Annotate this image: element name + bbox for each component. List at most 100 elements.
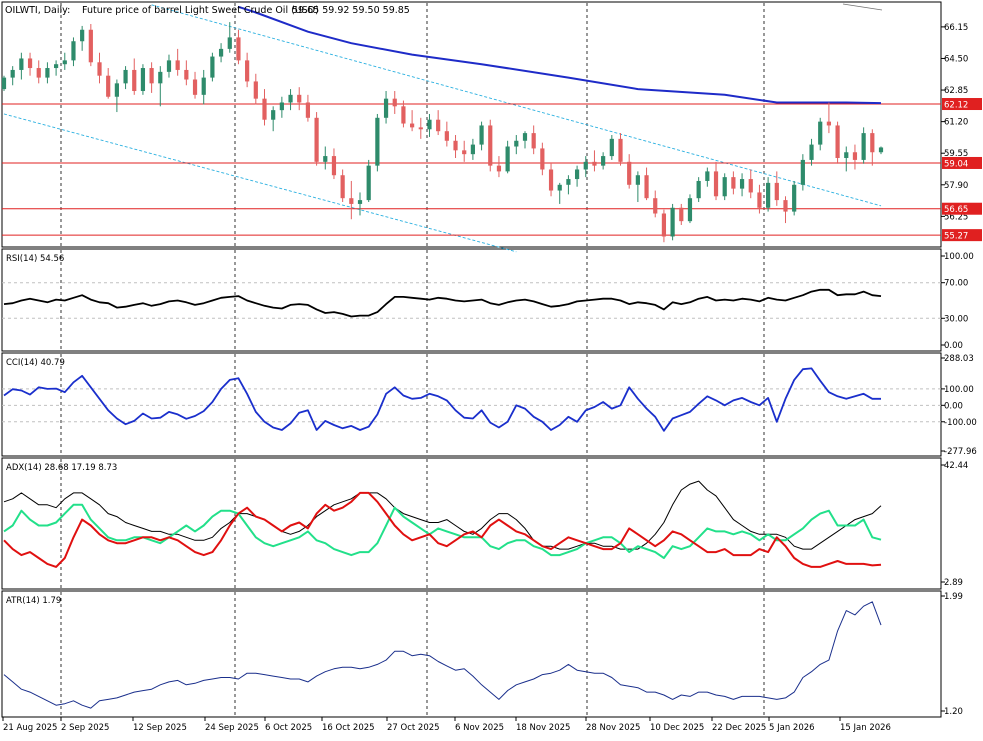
candle-body <box>245 60 250 82</box>
candle <box>488 119 493 172</box>
candle <box>201 69 206 105</box>
candle-body <box>236 37 241 61</box>
time-axis-label: 2 Sep 2025 <box>61 723 109 733</box>
candle <box>592 150 597 172</box>
candle-body <box>132 69 137 92</box>
candle <box>861 127 866 164</box>
candle <box>401 100 406 128</box>
candle <box>566 175 571 195</box>
candle <box>297 87 302 111</box>
candle <box>601 152 606 170</box>
atr-series-line-0 <box>3 601 882 709</box>
candle-body <box>210 56 215 78</box>
candle <box>609 135 614 160</box>
candle <box>766 177 771 212</box>
candle-body <box>62 60 67 65</box>
candle-body <box>462 150 467 155</box>
candle-body <box>818 121 823 145</box>
candle <box>826 102 832 134</box>
atr-axis-label: 1.20 <box>944 707 963 717</box>
candle-body <box>36 68 41 78</box>
pane-border-3 <box>1 457 942 590</box>
candle-body <box>496 165 502 172</box>
candle-body <box>627 161 632 185</box>
candle-body <box>609 138 614 157</box>
candle-body <box>1 77 7 90</box>
candle-body <box>566 179 571 185</box>
candle-body <box>835 125 840 158</box>
candle-body <box>175 60 180 70</box>
candle-body <box>427 119 432 130</box>
candle <box>210 52 215 82</box>
candle-body <box>401 106 406 124</box>
price-axis-label: 62.85 <box>944 86 968 96</box>
candle <box>653 190 658 218</box>
candle <box>627 154 632 189</box>
candle-body <box>71 41 76 61</box>
rsi-axis-label: 0.00 <box>944 341 963 351</box>
candle <box>71 37 76 67</box>
price-level-label: 59.04 <box>944 159 968 169</box>
adx-title: ADX(14) 28.68 17.19 8.73 <box>6 463 117 473</box>
candle <box>687 194 693 224</box>
pane-border-4 <box>1 590 942 718</box>
candle-body <box>731 177 736 189</box>
candle-body <box>88 29 93 63</box>
candle <box>323 146 328 170</box>
time-axis-label: 5 Jan 2026 <box>769 723 815 733</box>
candle <box>540 142 545 176</box>
candle <box>218 43 224 63</box>
candle <box>852 144 858 170</box>
candle <box>705 167 710 187</box>
candle <box>357 192 363 216</box>
candle-body <box>774 182 779 201</box>
candle-body <box>357 200 363 204</box>
candle <box>227 22 232 53</box>
symbol-description: Future price of barrel Light Sweet Crude… <box>82 5 319 16</box>
candle-body <box>184 69 189 80</box>
candle <box>878 146 884 155</box>
candle <box>366 159 371 203</box>
candle-body <box>149 68 154 84</box>
candle-body <box>123 69 128 84</box>
candle <box>288 89 293 111</box>
candle <box>166 54 172 78</box>
candle <box>331 148 337 180</box>
rsi-axis-label: 30.00 <box>944 314 968 324</box>
candle <box>479 121 484 151</box>
time-axis-label: 21 Aug 2025 <box>3 723 57 733</box>
candle-body <box>618 138 623 162</box>
candle-body <box>514 140 519 147</box>
candle <box>279 96 284 118</box>
price-level-badge <box>942 202 982 215</box>
candle-body <box>140 68 146 92</box>
cci-axis-label: 100.00 <box>944 385 974 395</box>
candle-body <box>271 110 276 120</box>
candle <box>844 146 849 172</box>
candle <box>427 113 432 137</box>
candle <box>792 180 797 216</box>
candle <box>661 209 667 243</box>
cci-series-line-0 <box>3 367 881 432</box>
candle-body <box>705 171 710 181</box>
candle-body <box>383 98 389 118</box>
time-axis-label: 15 Jan 2026 <box>840 723 891 733</box>
cci-axis-label: 0.00 <box>944 401 963 411</box>
candle <box>453 135 458 158</box>
candle-body <box>262 98 267 120</box>
price-level-label: 62.12 <box>944 101 968 111</box>
candle-body <box>583 161 588 170</box>
candle <box>514 135 519 155</box>
candle-body <box>305 102 311 118</box>
candle-body <box>331 156 337 176</box>
candle-body <box>253 81 258 99</box>
candle-body <box>227 37 232 49</box>
time-axis-label: 28 Nov 2025 <box>586 723 640 733</box>
candle-body <box>687 198 693 222</box>
candle <box>88 24 93 67</box>
candle-body <box>531 133 536 149</box>
candle-body <box>574 169 580 180</box>
